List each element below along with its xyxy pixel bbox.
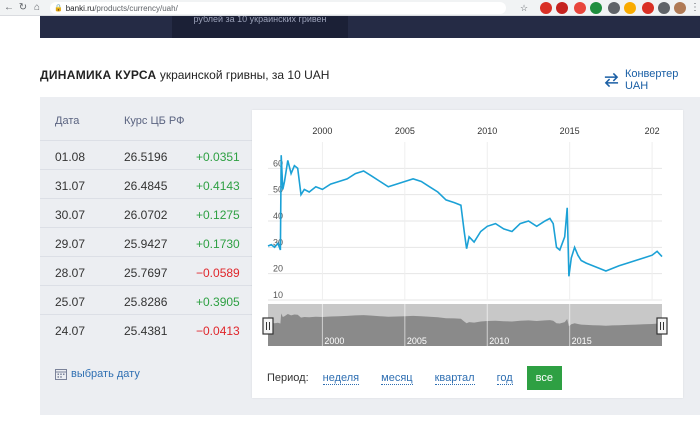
period-week[interactable]: неделя (322, 371, 360, 385)
table-row: 30.07 26.0702 +0.1275 (40, 198, 252, 227)
row-date: 25.07 (55, 295, 86, 309)
row-date: 30.07 (55, 208, 86, 222)
extension-icon[interactable] (556, 2, 568, 14)
row-rate: 26.5196 (124, 150, 168, 164)
row-date: 28.07 (55, 266, 86, 280)
x-tick-label: 2005 (395, 126, 415, 136)
table-row: 28.07 25.7697 −0.0589 (40, 256, 252, 285)
x-tick-label: 2000 (312, 126, 332, 136)
row-date: 31.07 (55, 179, 86, 193)
y-tick-label: 20 (273, 264, 283, 274)
puzzle-icon[interactable] (658, 2, 670, 14)
title-bold: ДИНАМИКА КУРСА (40, 68, 157, 82)
period-quarter[interactable]: квартал (434, 371, 475, 385)
navigator-left-handle[interactable] (262, 317, 274, 335)
navigator-right-handle[interactable] (656, 317, 668, 335)
navigator-tick-label: 2005 (407, 336, 427, 346)
extension-icon[interactable] (590, 2, 602, 14)
row-rate: 25.9427 (124, 237, 168, 251)
url-path: /products/currency/uah/ (94, 3, 178, 13)
navigator-tick-label: 2010 (489, 336, 509, 346)
y-tick-label: 60 (273, 158, 283, 168)
converter-label: Конвертер UAH (624, 68, 679, 92)
extension-icon[interactable] (624, 2, 636, 14)
y-tick-label: 10 (273, 290, 283, 300)
extension-icon[interactable] (540, 2, 552, 14)
swap-arrows-icon (604, 72, 619, 88)
row-change: +0.4143 (196, 179, 240, 193)
table-row: 25.07 25.8286 +0.3905 (40, 285, 252, 314)
browser-toolbar: ← ↻ ⌂ 🔒 banki.ru/products/currency/uah/ … (0, 0, 700, 16)
navigator-series (268, 313, 662, 346)
row-change: −0.0413 (196, 324, 240, 338)
reload-icon[interactable]: ↻ (18, 2, 28, 13)
extension-icon[interactable] (574, 2, 586, 14)
period-label: Период: (267, 372, 309, 384)
table-row: 24.07 25.4381 −0.0413 (40, 314, 252, 343)
page-title: ДИНАМИКА КУРСА украинской гривны, за 10 … (40, 68, 329, 82)
row-date: 29.07 (55, 237, 86, 251)
period-selector: Период: неделя месяц квартал год все (267, 366, 562, 390)
y-tick-label: 40 (273, 211, 283, 221)
row-change: +0.1730 (196, 237, 240, 251)
period-all-button[interactable]: все (526, 366, 562, 390)
row-change: +0.1275 (196, 208, 240, 222)
row-change: +0.3905 (196, 295, 240, 309)
table-row: 29.07 25.9427 +0.1730 (40, 227, 252, 256)
column-header-date: Дата (55, 115, 80, 127)
extension-icon[interactable] (642, 2, 654, 14)
banner-text: рублей за 10 украинских гривен (172, 16, 348, 38)
row-date: 24.07 (55, 324, 86, 338)
lock-icon: 🔒 (54, 5, 63, 12)
x-tick-label: 2010 (477, 126, 497, 136)
series-line (267, 155, 663, 277)
extension-icon[interactable] (608, 2, 620, 14)
title-rest: украинской гривны, за 10 UAH (159, 68, 330, 82)
row-change: +0.0351 (196, 150, 240, 164)
y-tick-label: 50 (273, 185, 283, 195)
navigator-tick-label: 2000 (324, 336, 344, 346)
navigator-tick-label: 2015 (572, 336, 592, 346)
bookmark-star-icon[interactable]: ☆ (519, 3, 529, 13)
row-change: −0.0589 (196, 266, 240, 280)
avatar[interactable] (674, 2, 686, 14)
back-arrow-icon[interactable]: ← (4, 2, 14, 13)
home-icon[interactable]: ⌂ (33, 2, 41, 13)
row-rate: 25.7697 (124, 266, 168, 280)
calendar-icon (55, 369, 67, 380)
chart-card: 10 20 30 40 50 60 2000 2005 2010 2015 202 2000 2005 2… (252, 110, 683, 398)
period-year[interactable]: год (496, 371, 513, 385)
row-rate: 26.4845 (124, 179, 168, 193)
row-rate: 25.8286 (124, 295, 168, 309)
pick-date-link[interactable]: выбрать дату (55, 368, 140, 380)
url-host: banki.ru (65, 3, 95, 13)
row-date: 01.08 (55, 150, 86, 164)
column-header-rate: Курс ЦБ РФ (124, 115, 185, 127)
x-tick-label: 202 (645, 126, 660, 136)
pick-date-label: выбрать дату (71, 368, 140, 380)
top-banner (40, 16, 700, 38)
x-tick-label: 2015 (560, 126, 580, 136)
row-rate: 25.4381 (124, 324, 168, 338)
table-row: 31.07 26.4845 +0.4143 (40, 169, 252, 198)
period-month[interactable]: месяц (381, 371, 413, 385)
menu-icon[interactable]: ⋮ (690, 2, 700, 13)
address-bar[interactable]: 🔒 banki.ru/products/currency/uah/ (50, 2, 506, 14)
table-row: 01.08 26.5196 +0.0351 (40, 140, 252, 169)
converter-link[interactable]: Конвертер UAH (603, 68, 700, 92)
row-rate: 26.0702 (124, 208, 168, 222)
